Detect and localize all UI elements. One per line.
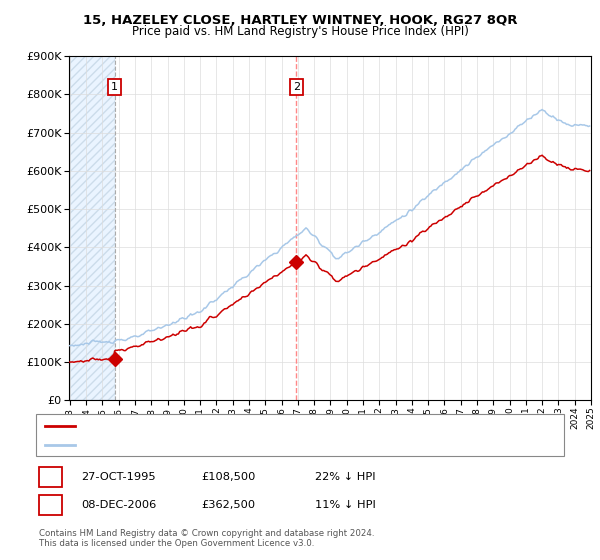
Text: 27-OCT-1995: 27-OCT-1995 xyxy=(81,472,155,482)
Text: Price paid vs. HM Land Registry's House Price Index (HPI): Price paid vs. HM Land Registry's House … xyxy=(131,25,469,38)
Bar xyxy=(70,56,115,400)
Text: HPI: Average price, detached house, Hart: HPI: Average price, detached house, Hart xyxy=(81,440,287,450)
Text: 22% ↓ HPI: 22% ↓ HPI xyxy=(315,472,376,482)
Text: £362,500: £362,500 xyxy=(201,500,255,510)
Text: 15, HAZELEY CLOSE, HARTLEY WINTNEY, HOOK, RG27 8QR (detached house): 15, HAZELEY CLOSE, HARTLEY WINTNEY, HOOK… xyxy=(81,421,464,431)
Text: This data is licensed under the Open Government Licence v3.0.: This data is licensed under the Open Gov… xyxy=(39,539,314,548)
Text: 08-DEC-2006: 08-DEC-2006 xyxy=(81,500,156,510)
Text: 2: 2 xyxy=(293,82,300,92)
Text: 2: 2 xyxy=(47,498,54,512)
Text: 11% ↓ HPI: 11% ↓ HPI xyxy=(315,500,376,510)
Text: 1: 1 xyxy=(47,470,54,484)
Text: 1: 1 xyxy=(111,82,118,92)
Text: Contains HM Land Registry data © Crown copyright and database right 2024.: Contains HM Land Registry data © Crown c… xyxy=(39,529,374,538)
Text: 15, HAZELEY CLOSE, HARTLEY WINTNEY, HOOK, RG27 8QR: 15, HAZELEY CLOSE, HARTLEY WINTNEY, HOOK… xyxy=(83,14,517,27)
Text: £108,500: £108,500 xyxy=(201,472,256,482)
